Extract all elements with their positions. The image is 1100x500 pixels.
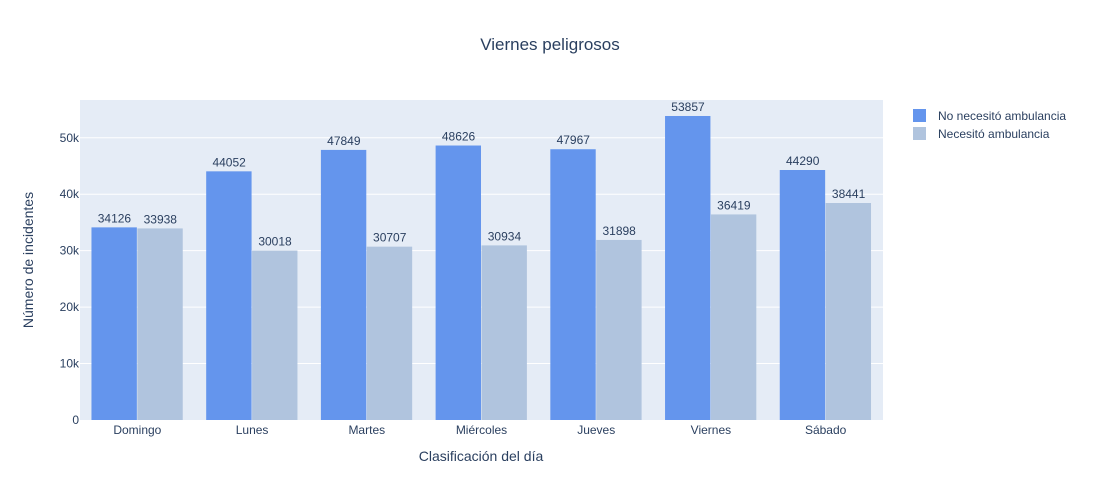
y-tick-label: 30k — [60, 244, 80, 258]
x-axis-title: Clasificación del día — [419, 448, 544, 464]
y-tick-label: 10k — [60, 357, 80, 371]
bar-martes-necesito-ambulancia[interactable] — [366, 246, 413, 420]
y-tick-label: 40k — [60, 187, 80, 201]
y-tick-label: 50k — [60, 131, 80, 145]
legend-label-ambulancia: Necesitó ambulancia — [938, 127, 1050, 141]
legend[interactable]: No necesitó ambulancia Necesitó ambulanc… — [913, 109, 1066, 141]
bar-jueves-necesito-ambulancia[interactable] — [596, 239, 642, 420]
x-tick-label: Miércoles — [456, 423, 507, 437]
legend-swatch-ambulancia — [913, 127, 926, 140]
chart-title: Viernes peligrosos — [480, 35, 620, 54]
bar-value-label: 38441 — [832, 187, 866, 201]
bar-value-label: 30934 — [488, 229, 522, 243]
bar-miercoles-no-necesito-ambulancia[interactable] — [435, 145, 481, 420]
y-axis-ticks: 0 10k 20k 30k 40k 50k — [60, 131, 80, 427]
bar-lunes-necesito-ambulancia[interactable] — [252, 250, 298, 420]
x-tick-label: Domingo — [113, 423, 161, 437]
x-tick-label: Sábado — [805, 423, 847, 437]
x-tick-label: Viernes — [691, 423, 731, 437]
legend-swatch-no-ambulancia — [913, 109, 926, 122]
bars — [91, 115, 872, 421]
x-tick-label: Jueves — [577, 423, 615, 437]
y-axis-title: Número de incidentes — [20, 192, 36, 328]
bar-value-label: 44290 — [786, 154, 820, 168]
bar-miercoles-necesito-ambulancia[interactable] — [481, 245, 527, 420]
bar-value-label: 47967 — [557, 133, 591, 147]
x-tick-label: Martes — [348, 423, 385, 437]
bar-value-label: 36419 — [717, 198, 751, 212]
x-axis-ticks: Domingo Lunes Martes Miércoles Jueves Viernes… — [113, 423, 846, 437]
legend-label-no-ambulancia: No necesitó ambulancia — [938, 109, 1066, 123]
bar-domingo-no-necesito-ambulancia[interactable] — [91, 227, 137, 420]
bar-viernes-no-necesito-ambulancia[interactable] — [665, 115, 711, 421]
bar-domingo-necesito-ambulancia[interactable] — [137, 228, 183, 420]
bar-value-label: 34126 — [98, 211, 132, 225]
bar-martes-no-necesito-ambulancia[interactable] — [320, 149, 367, 420]
y-tick-label: 0 — [72, 413, 79, 427]
bar-lunes-no-necesito-ambulancia[interactable] — [206, 171, 252, 420]
bar-value-label: 30707 — [373, 231, 407, 245]
bar-sabado-no-necesito-ambulancia[interactable] — [779, 169, 826, 420]
bar-value-label: 47849 — [327, 134, 361, 148]
bar-sabado-necesito-ambulancia[interactable] — [825, 203, 872, 420]
bar-value-label: 33938 — [144, 212, 178, 226]
bar-viernes-necesito-ambulancia[interactable] — [710, 214, 757, 420]
bar-value-label: 30018 — [258, 235, 292, 249]
bar-value-label: 48626 — [442, 130, 476, 144]
x-tick-label: Lunes — [236, 423, 269, 437]
legend-item-ambulancia[interactable]: Necesitó ambulancia — [913, 127, 1050, 141]
bar-value-label: 53857 — [671, 100, 705, 114]
y-tick-label: 20k — [60, 300, 80, 314]
bar-value-label: 31898 — [602, 224, 636, 238]
bar-jueves-no-necesito-ambulancia[interactable] — [550, 149, 596, 420]
bar-labels: 34126 33938 44052 30018 47849 30707 48626 30934… — [98, 100, 866, 249]
legend-item-no-ambulancia[interactable]: No necesitó ambulancia — [913, 109, 1066, 123]
bar-value-label: 44052 — [212, 155, 246, 169]
